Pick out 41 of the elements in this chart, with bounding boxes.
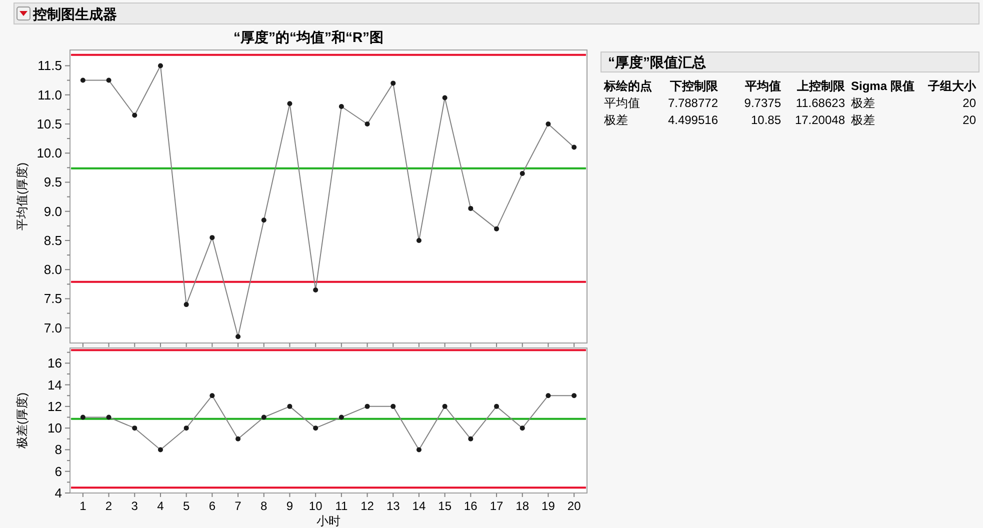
cell: 9.7375 [744, 96, 781, 110]
cell: 平均值 [604, 96, 640, 110]
y-tick-label: 10 [48, 420, 62, 436]
cell: 17.20048 [794, 113, 845, 127]
y-tick-label: 11.5 [38, 58, 62, 74]
y-tick-label: 7.0 [44, 320, 62, 336]
chart-title: “厚度”的“均值”和“R”图 [233, 29, 384, 45]
category-label: 下控制限 [669, 79, 719, 93]
cell: 极差 [851, 113, 875, 127]
y-tick-label: 7.5 [44, 291, 62, 306]
cell: 4.499516 [668, 113, 718, 127]
cell: 20 [962, 96, 976, 110]
y-tick-label: 9.5 [44, 174, 62, 190]
cell: 7.788772 [668, 96, 718, 110]
x-axis-title: 小时 [316, 514, 340, 528]
y-tick-label: 4 [54, 486, 62, 500]
y-axis-title: 极差(厚度) [15, 392, 29, 450]
category-label: 平均值 [744, 79, 781, 93]
y-tick-label: 8.0 [44, 262, 62, 278]
text: 控制图生成器 [32, 6, 117, 22]
cell: 20 [962, 113, 976, 127]
y-tick-label: 12 [48, 398, 62, 414]
category-label: 上控制限 [796, 79, 846, 93]
y-tick-label: 9.0 [44, 204, 62, 219]
category-label: 子组大小 [927, 79, 977, 93]
cell: 10.85 [750, 113, 781, 127]
cell: 极差 [604, 113, 628, 127]
y-tick-label: 6 [54, 464, 62, 479]
cell: 极差 [851, 96, 875, 110]
y-tick-label: 11.0 [38, 87, 62, 102]
y-tick-label: 14 [48, 377, 62, 392]
category-label: Sigma 限值 [851, 79, 914, 93]
y-tick-label: 10.5 [36, 116, 62, 132]
text: “厚度”限值汇总 [608, 54, 706, 70]
y-tick-label: 8 [54, 442, 62, 458]
y-tick-label: 10.0 [36, 146, 62, 161]
y-tick-label: 8.5 [44, 232, 62, 248]
y-tick-label: 16 [48, 356, 62, 371]
cell: 11.68623 [796, 96, 845, 110]
category-label: 标绘的点 [603, 79, 652, 93]
y-axis-title: 平均值(厚度) [15, 162, 29, 230]
